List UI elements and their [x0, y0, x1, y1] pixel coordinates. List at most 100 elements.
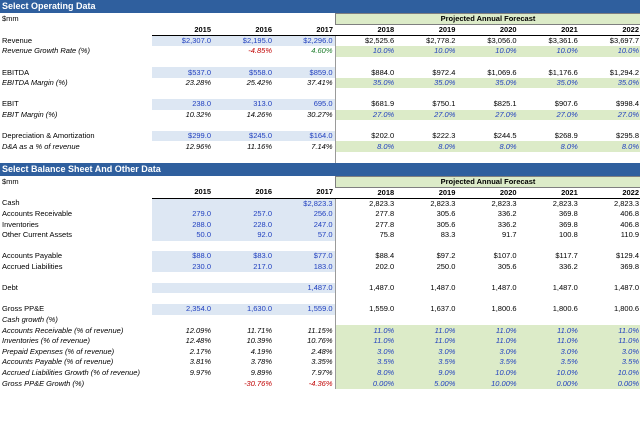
row-label[interactable]: Inventories (% of revenue) [2, 336, 90, 346]
cell-row-2021[interactable] [519, 152, 580, 163]
row-label[interactable] [0, 293, 152, 304]
cell-row-2018[interactable] [334, 272, 397, 283]
cell-d-a-as-a-of-revenue-2018[interactable]: 8.0% [334, 141, 397, 153]
cell-row-2022[interactable] [580, 293, 640, 304]
cell-accounts-payable-of-revenue-2017[interactable]: 3.35% [311, 357, 333, 367]
cell-other-current-assets-2020[interactable]: 91.7 [501, 230, 517, 240]
cell-ebitda-margin-2022[interactable]: 35.0% [579, 77, 640, 89]
cell-d-a-as-a-of-revenue-2022[interactable]: 8.0% [579, 141, 640, 153]
cell-accounts-receivable-2018[interactable]: 277.8 [334, 208, 397, 220]
cell-other-current-assets-2022[interactable]: 110.9 [620, 230, 639, 240]
cell-accounts-receivable-of-revenue-2015[interactable]: 12.09% [185, 325, 211, 335]
cell-row-2022[interactable] [580, 272, 640, 283]
cell-gross-pp-e-2016[interactable]: 1,630.0 [213, 304, 274, 315]
cell-accounts-payable-2015[interactable]: $88.0 [152, 251, 213, 262]
cell-ebitda-margin-2019[interactable]: 35.0% [396, 77, 458, 89]
row-label[interactable]: Prepaid Expenses (% of revenue) [2, 346, 115, 356]
cell-inventories-2020[interactable]: 336.2 [497, 219, 517, 229]
year-header[interactable]: 2017 [274, 24, 335, 36]
cell-inventories-of-revenue-2017[interactable]: 10.76% [307, 336, 333, 346]
cell-accrued-liabilities-growth-of-revenue-2018[interactable]: 8.0% [334, 367, 397, 379]
cell-d-a-as-a-of-revenue-2016[interactable]: 11.16% [247, 141, 272, 151]
cell-row-2017[interactable] [274, 241, 335, 252]
cell-row-2019[interactable] [396, 241, 457, 252]
cell-ebit-2019[interactable]: $750.1 [432, 99, 456, 109]
cell-ebitda-margin-2020[interactable]: 35.0% [457, 77, 519, 89]
cell-row-2015[interactable] [152, 57, 213, 68]
cell-accounts-receivable-2019[interactable]: 305.6 [436, 209, 456, 219]
cell-inventories-2021[interactable]: 369.8 [558, 219, 578, 229]
cell-row-2018[interactable] [334, 56, 397, 68]
cell-accounts-receivable-2017[interactable]: 256.0 [274, 208, 335, 220]
cell-row-2020[interactable] [457, 88, 518, 99]
cell-accounts-receivable-2021[interactable]: 369.8 [558, 209, 578, 219]
row-label[interactable]: EBIT Margin (%) [2, 109, 58, 119]
cell-revenue-growth-rate-2016[interactable]: -4.85% [248, 46, 272, 56]
cell-ebit-margin-2015[interactable]: 10.32% [185, 109, 211, 119]
cell-d-a-as-a-of-revenue-2017[interactable]: 7.14% [311, 141, 333, 151]
cell-cash-growth-2020[interactable] [457, 315, 518, 326]
cell-inventories-2022[interactable]: 406.8 [620, 219, 639, 229]
cell-d-a-as-a-of-revenue-2021[interactable]: 8.0% [518, 141, 580, 153]
row-label[interactable]: Other Current Assets [2, 230, 73, 240]
cell-accrued-liabilities-2022[interactable]: 369.8 [620, 261, 639, 271]
cell-row-2015[interactable] [152, 120, 213, 131]
empty-cell[interactable] [274, 176, 335, 187]
cell-ebitda-margin-2018[interactable]: 35.0% [334, 77, 397, 89]
cell-row-2018[interactable] [334, 293, 397, 305]
cell-ebit-margin-2020[interactable]: 27.0% [457, 109, 519, 121]
cell-gross-pp-e-2020[interactable]: 1,800.6 [491, 304, 517, 314]
cell-gross-pp-e-growth-2017[interactable]: -4.36% [308, 378, 333, 388]
cell-accounts-payable-of-revenue-2015[interactable]: 3.81% [189, 357, 211, 367]
cell-accounts-payable-2016[interactable]: $83.0 [213, 251, 274, 262]
cell-prepaid-expenses-of-revenue-2017[interactable]: 2.48% [311, 346, 333, 356]
cell-accounts-receivable-of-revenue-2020[interactable]: 11.0% [457, 325, 519, 336]
row-label[interactable]: Cash [2, 198, 20, 208]
cell-row-2017[interactable] [274, 293, 335, 304]
year-header[interactable]: 2022 [579, 24, 640, 36]
cell-accounts-receivable-of-revenue-2022[interactable]: 11.0% [579, 325, 640, 336]
cell-other-current-assets-2018[interactable]: 75.8 [334, 229, 397, 241]
cell-accrued-liabilities-growth-of-revenue-2020[interactable]: 10.0% [457, 367, 519, 379]
cell-inventories-of-revenue-2016[interactable]: 10.39% [246, 336, 272, 346]
cell-row-2020[interactable] [457, 293, 518, 304]
cell-cash-growth-2021[interactable] [519, 315, 580, 326]
cell-revenue-2022[interactable]: $3,697.7 [609, 36, 639, 46]
cell-accounts-receivable-2015[interactable]: 279.0 [152, 208, 213, 220]
cell-cash-growth-2016[interactable] [213, 315, 274, 326]
cell-accrued-liabilities-growth-of-revenue-2017[interactable]: 7.97% [311, 367, 333, 377]
cell-ebitda-margin-2017[interactable]: 37.41% [307, 78, 333, 88]
cell-debt-2020[interactable]: 1,487.0 [491, 283, 517, 293]
cell-debt-2017[interactable]: 1,487.0 [274, 282, 335, 294]
cell-other-current-assets-2019[interactable]: 83.3 [440, 230, 456, 240]
cell-row-2016[interactable] [213, 241, 274, 252]
cell-revenue-2017[interactable]: $2,296.0 [274, 35, 335, 47]
year-header[interactable]: 2020 [457, 24, 519, 36]
cell-accounts-payable-of-revenue-2021[interactable]: 3.5% [518, 357, 580, 368]
cell-gross-pp-e-growth-2019[interactable]: 5.00% [396, 378, 458, 389]
cell-ebitda-margin-2016[interactable]: 25.42% [246, 78, 272, 88]
cell-gross-pp-e-growth-2020[interactable]: 10.00% [457, 378, 519, 389]
cell-ebit-2020[interactable]: $825.1 [493, 99, 517, 109]
cell-debt-2021[interactable]: 1,487.0 [552, 283, 578, 293]
cell-row-2019[interactable] [396, 57, 457, 68]
cell-row-2016[interactable] [213, 293, 274, 304]
cell-other-current-assets-2016[interactable]: 92.0 [213, 229, 274, 241]
cell-row-2017[interactable] [274, 120, 335, 131]
year-header[interactable]: 2021 [518, 24, 580, 36]
cell-row-2022[interactable] [580, 88, 640, 99]
cell-depreciation-amortization-2017[interactable]: $164.0 [274, 130, 335, 142]
cell-gross-pp-e-2015[interactable]: 2,354.0 [152, 304, 213, 315]
cell-cash-growth-2019[interactable] [396, 315, 457, 326]
cell-ebitda-2022[interactable]: $1,294.2 [609, 67, 639, 77]
cell-prepaid-expenses-of-revenue-2019[interactable]: 3.0% [396, 346, 458, 358]
cell-row-2017[interactable] [274, 152, 335, 163]
cell-accrued-liabilities-2021[interactable]: 336.2 [558, 261, 578, 271]
row-label[interactable]: Accrued Liabilities Growth (% of revenue… [2, 367, 140, 377]
cell-gross-pp-e-growth-2018[interactable]: 0.00% [334, 378, 397, 389]
cell-accounts-receivable-of-revenue-2016[interactable]: 11.71% [247, 325, 272, 335]
year-header[interactable]: 2016 [213, 187, 274, 199]
cell-row-2015[interactable] [152, 88, 213, 99]
cell-row-2021[interactable] [519, 120, 580, 131]
cell-row-2018[interactable] [334, 240, 397, 252]
